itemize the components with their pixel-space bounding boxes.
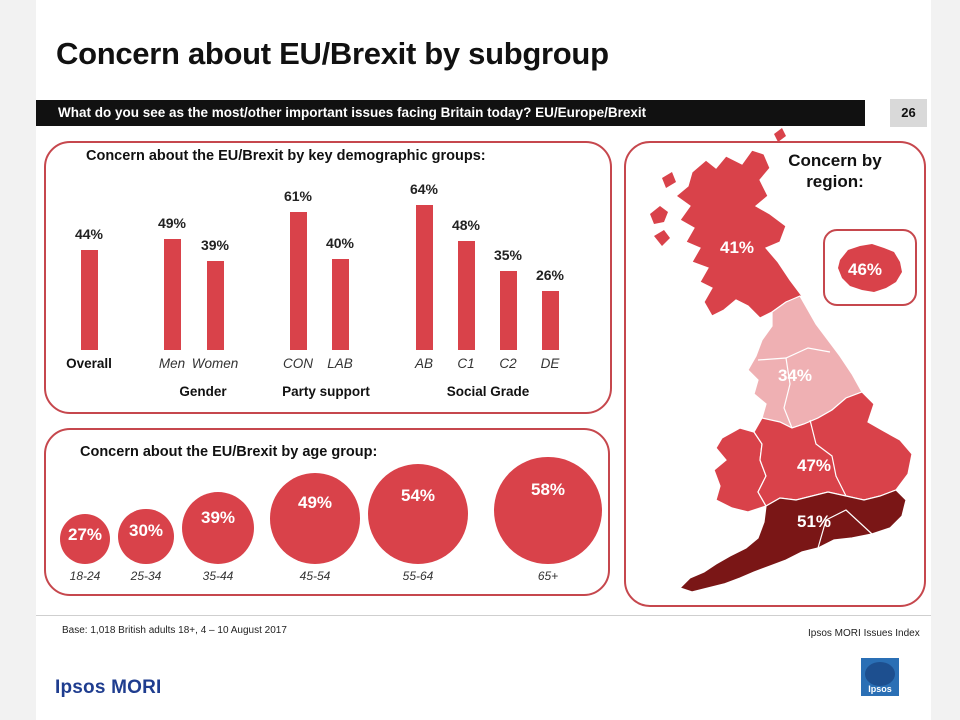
bar-ab <box>416 204 433 350</box>
age-category-label: 45-54 <box>299 569 331 583</box>
age-category-label: 35-44 <box>202 569 234 583</box>
age-value-label: 27% <box>67 525 103 545</box>
map-region-scotland <box>675 149 803 319</box>
age-value-label: 39% <box>200 507 236 527</box>
bar-lab <box>332 259 349 350</box>
bar-category-label: C1 <box>457 356 475 371</box>
map-south-divider <box>817 509 873 549</box>
right-margin-strip <box>931 0 960 720</box>
bar-category-label: LAB <box>327 356 353 371</box>
base-note: Base: 1,018 British adults 18+, 4 – 10 A… <box>62 625 287 636</box>
ipsos-logo-text: Ipsos <box>868 684 892 694</box>
map-label-london: 46% <box>848 260 883 279</box>
bar-c2 <box>500 270 517 350</box>
bar-women <box>207 261 224 350</box>
question-bar <box>36 100 865 126</box>
map-region-wales <box>713 427 767 513</box>
group-label-gender: Gender <box>179 384 227 399</box>
age-category-label: 18-24 <box>69 569 101 583</box>
bar-men <box>164 238 181 350</box>
bar-value-label: 44% <box>74 226 104 243</box>
bar-value-label: 48% <box>451 217 481 234</box>
bar-de <box>542 290 559 350</box>
age-value-label: 30% <box>128 520 164 540</box>
age-category-label: 65+ <box>537 569 559 583</box>
bar-category-label: Overall <box>66 356 112 371</box>
ipsos-logo: Ipsos <box>861 658 899 696</box>
age-bubble-65+ <box>494 456 602 564</box>
age-title: Concern about the EU/Brexit by age group… <box>80 444 378 460</box>
bar-value-label: 64% <box>409 180 439 197</box>
bar-c1 <box>458 241 475 350</box>
demographics-panel <box>44 141 612 414</box>
london-map <box>838 244 902 292</box>
bar-value-label: 35% <box>493 246 523 263</box>
age-value-label: 58% <box>530 480 566 500</box>
age-category-label: 55-64 <box>402 569 434 583</box>
bar-value-label: 49% <box>157 214 187 231</box>
bar-category-label: DE <box>540 356 560 371</box>
map-label-midlands: 47% <box>797 456 832 475</box>
map-midlands-divider <box>809 419 847 497</box>
footer-divider <box>36 615 931 616</box>
map-label-north: 34% <box>778 366 813 385</box>
age-value-label: 54% <box>400 486 436 506</box>
london-inset <box>823 229 917 306</box>
bar-value-label: 26% <box>535 266 565 283</box>
age-bubble-25-34 <box>118 508 174 564</box>
page-title: Concern about EU/Brexit by subgroup <box>56 36 609 71</box>
age-bubble-45-54 <box>269 473 361 564</box>
map-north-divider-2 <box>783 357 793 429</box>
region-title: Concern by region: <box>788 151 882 191</box>
bar-category-label: AB <box>414 356 433 371</box>
source-note: Ipsos MORI Issues Index <box>808 628 920 639</box>
group-label-party: Party support <box>282 384 370 399</box>
brand-wordmark: Ipsos MORI <box>55 677 162 698</box>
demographics-title: Concern about the EU/Brexit by key demog… <box>86 148 486 164</box>
bar-value-label: 40% <box>325 235 355 252</box>
age-bubble-18-24 <box>60 514 110 564</box>
bar-category-label: C2 <box>499 356 517 371</box>
left-margin-strip <box>0 0 36 720</box>
age-category-label: 25-34 <box>130 569 162 583</box>
page-number: 26 <box>890 99 927 127</box>
map-scotland-lerwick-islands <box>650 128 786 246</box>
bar-category-label: CON <box>283 356 313 371</box>
age-value-label: 49% <box>297 493 333 513</box>
bar-overall <box>81 250 98 350</box>
map-north-divider-1 <box>757 347 831 361</box>
question-text: What do you see as the most/other import… <box>58 105 647 120</box>
map-region-south <box>678 489 907 593</box>
bar-value-label: 61% <box>283 187 313 204</box>
map-label-scotland: 41% <box>720 238 755 257</box>
age-bubble-55-64 <box>368 464 468 564</box>
age-bubble-35-44 <box>181 491 255 564</box>
map-label-south: 51% <box>797 512 832 531</box>
bar-value-label: 39% <box>200 237 230 254</box>
bar-category-label: Women <box>191 356 239 371</box>
group-label-social: Social Grade <box>446 384 530 399</box>
bar-con <box>290 211 307 350</box>
bar-category-label: Men <box>158 356 186 371</box>
